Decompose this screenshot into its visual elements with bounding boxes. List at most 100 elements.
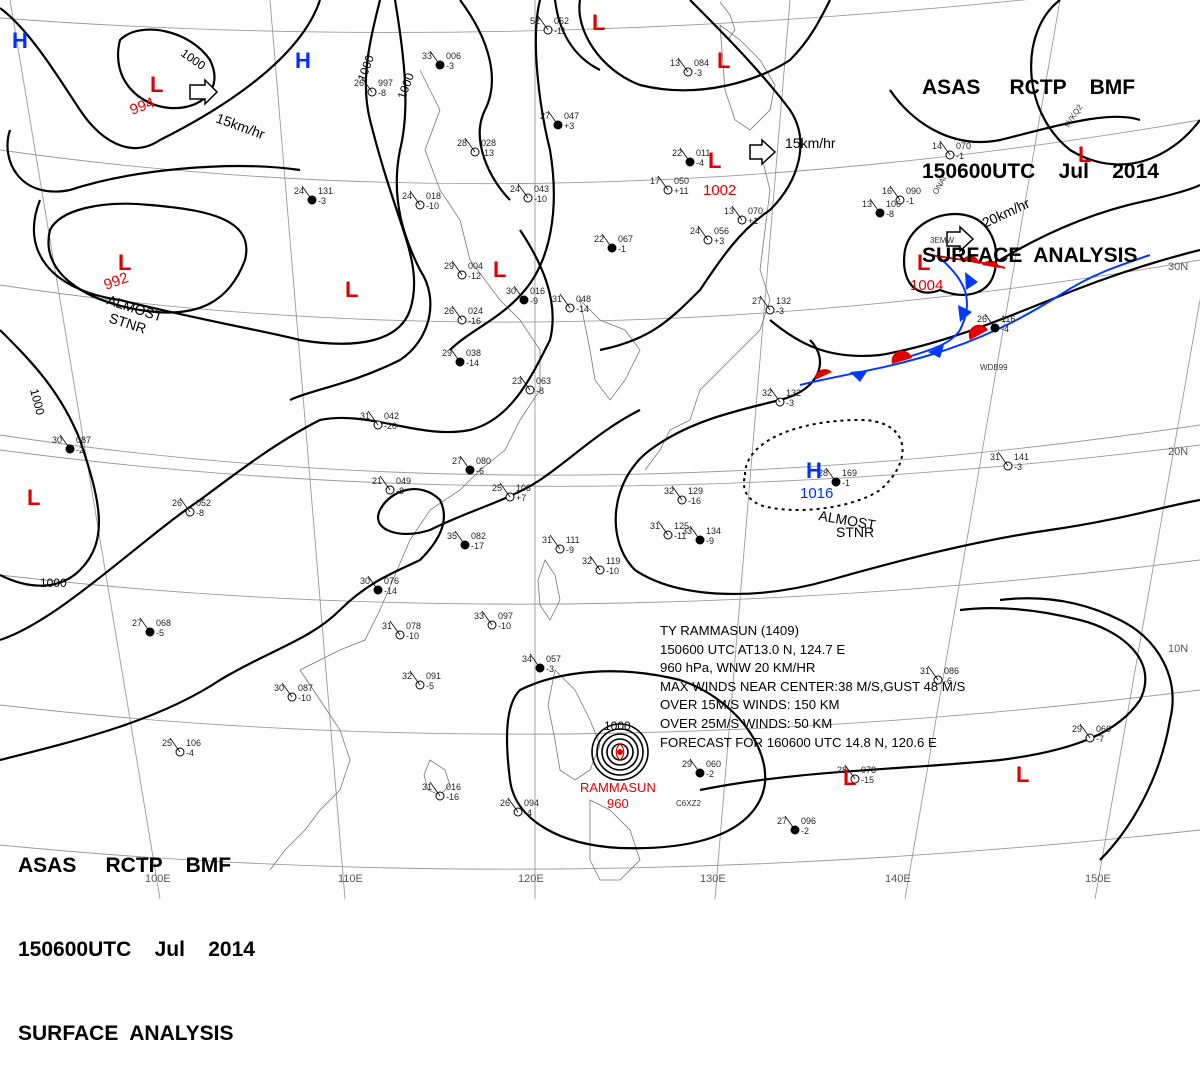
station-pressure: 018 — [426, 191, 441, 201]
wind-barb-icon — [697, 225, 709, 241]
station-tendency: +3 — [714, 236, 724, 246]
wind-barb-icon — [301, 185, 313, 201]
station-tendency: -1 — [956, 151, 964, 161]
station-tendency: -9 — [530, 296, 538, 306]
meridian-150e — [1094, 299, 1200, 899]
pressure-systems: H H H L L L L L L L L L L L L 994 992 10… — [12, 10, 1091, 811]
coastlines — [269, 1, 776, 881]
wind-barb-icon — [409, 190, 421, 206]
station-tendency: -8 — [536, 386, 544, 396]
typhoon-info-line: FORECAST FOR 160600 UTC 14.8 N, 120.6 E — [660, 734, 937, 750]
lon-label-140e: 140E — [885, 873, 911, 885]
wind-barb-icon — [139, 617, 151, 633]
station-plot: 30 076-14 — [360, 575, 399, 596]
wind-barb-icon — [1079, 723, 1091, 739]
station-plot: 30 087-10 — [274, 682, 313, 703]
station-temperature: 13 — [862, 199, 872, 209]
wind-barb-icon — [169, 737, 181, 753]
wind-barb-icon — [679, 147, 691, 163]
wind-barb-icon — [481, 610, 493, 626]
typhoon-info-line: MAX WINDS NEAR CENTER:38 M/S,GUST 48 M/S — [660, 678, 966, 694]
station-temperature: 13 — [724, 206, 734, 216]
station-plot: 22 011-4 — [672, 147, 710, 168]
station-temperature: 30 — [52, 435, 62, 445]
meridian-110e — [269, 0, 346, 899]
wind-barb-icon — [549, 534, 561, 550]
station-tendency: -11 — [554, 26, 566, 36]
wind-barb-icon — [689, 525, 701, 541]
station-tendency: -2 — [706, 769, 714, 779]
wind-barb-icon — [361, 77, 373, 93]
lat-label-30n: 30N — [1168, 261, 1188, 273]
cold-front-barb — [958, 305, 972, 322]
station-temperature: 27 — [452, 456, 462, 466]
wind-barb-icon — [179, 497, 191, 513]
station-tendency: -8 — [886, 209, 894, 219]
wind-barb-icon — [601, 233, 613, 249]
station-tendency: -14 — [576, 304, 589, 314]
low-pressure-value: 1002 — [703, 182, 736, 199]
footer-line-2: 150600UTC Jul 2014 — [18, 938, 255, 961]
station-pressure: 090 — [906, 186, 921, 196]
wind-barb-icon — [409, 670, 421, 686]
lat-line-25n — [0, 424, 1200, 476]
station-tendency: +1 — [748, 216, 758, 226]
station-temperature: 30 — [274, 683, 284, 693]
wind-barb-icon — [759, 295, 771, 311]
station-temperature: 33 — [682, 526, 692, 536]
typhoon-info: TY RAMMASUN (1409) 150600 UTC AT13.0 N, … — [660, 622, 965, 752]
meridian-140e — [904, 0, 1061, 899]
station-plot: 23 063-8 — [512, 375, 551, 396]
station-plot: 25 103+7 — [492, 482, 531, 503]
station-pressure: 131 — [318, 186, 333, 196]
station-temperature: 31 — [382, 621, 392, 631]
wind-barb-icon — [869, 198, 881, 214]
low-symbol: L — [27, 485, 40, 510]
wind-barb-icon — [689, 758, 701, 774]
station-pressure: 070 — [956, 141, 971, 151]
cold-front-line — [904, 257, 969, 359]
station-temperature: 32 — [664, 486, 674, 496]
station-pressure: 086 — [944, 666, 959, 676]
fronts — [799, 254, 1151, 386]
wind-barb-icon — [657, 175, 669, 191]
wind-barb-icon — [547, 110, 559, 126]
station-plot: 24 131-3 — [294, 185, 333, 206]
station-pressure: 048 — [576, 294, 591, 304]
lon-label-150e: 150E — [1085, 873, 1111, 885]
station-temperature: 31 — [552, 294, 562, 304]
station-tendency: -8 — [396, 486, 404, 496]
station-tendency: -2 — [801, 826, 809, 836]
isobar — [999, 597, 1174, 861]
isobar — [32, 0, 416, 345]
isobar — [553, 0, 601, 71]
station-tendency: -6 — [944, 676, 952, 686]
station-tendency: -10 — [606, 566, 619, 576]
station-temperature: 26 — [977, 314, 987, 324]
station-plot: 31 141-3 — [990, 451, 1029, 472]
station-tendency: -6 — [476, 466, 484, 476]
station-temperature: 16 — [882, 186, 892, 196]
station-plot: 32 091-5 — [402, 670, 441, 691]
lat-line-40n — [0, 0, 1027, 33]
station-temperature: 52 — [530, 16, 540, 26]
isobars — [0, 0, 1200, 861]
wind-barb-icon — [451, 260, 463, 276]
station-tendency: -3 — [1014, 462, 1022, 472]
station-temperature: 26 — [172, 498, 182, 508]
isobar — [6, 129, 301, 193]
station-pressure: 096 — [801, 816, 816, 826]
station-temperature: 27 — [777, 816, 787, 826]
station-pressure: 091 — [426, 671, 441, 681]
station-temperature: 14 — [932, 141, 942, 151]
station-temperature: 32 — [402, 671, 412, 681]
station-plot: 24 056+3 — [690, 225, 729, 246]
station-tendency: +11 — [674, 186, 689, 196]
station-temperature: 24 — [690, 226, 700, 236]
station-temperature: 26 — [354, 78, 364, 88]
meridian-100e — [9, 0, 161, 899]
station-pressure: 068 — [156, 618, 171, 628]
station-plot: 27 068-5 — [132, 617, 171, 638]
station-tendency: -10 — [426, 201, 439, 211]
wind-barb-icon — [367, 575, 379, 591]
